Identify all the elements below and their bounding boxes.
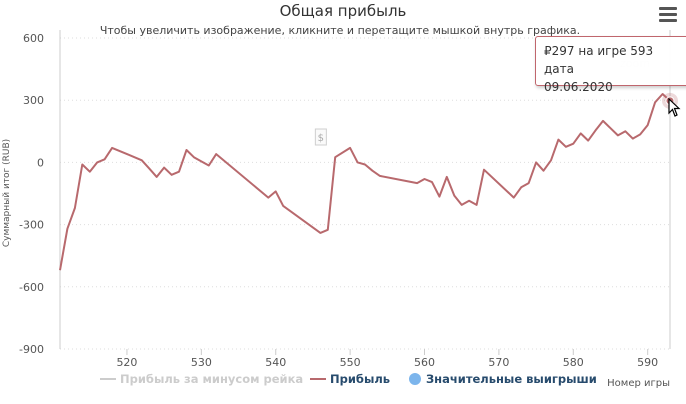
x-tick-label: 590 bbox=[637, 356, 658, 369]
legend-symbol bbox=[409, 373, 421, 385]
tooltip-line-1: ₽297 на игре 593 дата bbox=[544, 44, 654, 76]
legend-item[interactable]: Прибыль bbox=[310, 372, 390, 386]
legend-label: Значительные выигрыши bbox=[426, 372, 597, 386]
x-tick-label: 550 bbox=[340, 356, 361, 369]
menu-icon bbox=[659, 7, 677, 10]
x-tick-label: 530 bbox=[191, 356, 212, 369]
legend-label: Прибыль за минусом рейка bbox=[120, 372, 303, 386]
flag-marker[interactable] bbox=[314, 128, 327, 146]
x-axis-title: Номер игры bbox=[607, 378, 670, 389]
legend-label: Прибыль bbox=[330, 372, 390, 386]
mouse-cursor-icon bbox=[668, 98, 681, 117]
x-tick-label: 580 bbox=[563, 356, 584, 369]
chart-tooltip: ₽297 на игре 593 дата 09.06.2020 bbox=[535, 36, 686, 94]
chart-menu-button[interactable] bbox=[656, 4, 680, 26]
x-tick-label: 560 bbox=[414, 356, 435, 369]
x-tick-label: 570 bbox=[488, 356, 509, 369]
y-tick-label: -300 bbox=[19, 219, 44, 232]
x-tick-label: 540 bbox=[265, 356, 286, 369]
y-tick-label: -900 bbox=[19, 343, 44, 356]
chart-subtitle: Чтобы увеличить изображение, кликните и … bbox=[100, 24, 580, 37]
y-tick-label: 0 bbox=[37, 156, 44, 169]
legend-item[interactable]: Значительные выигрыши bbox=[409, 372, 597, 386]
flag-marker-label: $ bbox=[318, 133, 324, 144]
y-axis-title: Суммарный итог (RUB) bbox=[2, 139, 12, 247]
series-line-profit[interactable] bbox=[59, 93, 671, 271]
x-tick-label: 520 bbox=[116, 356, 137, 369]
tooltip-line-2: 09.06.2020 bbox=[544, 80, 613, 94]
chart-title: Общая прибыль bbox=[280, 2, 407, 20]
y-tick-label: 600 bbox=[23, 32, 44, 45]
y-tick-label: 300 bbox=[23, 94, 44, 107]
y-tick-label: -600 bbox=[19, 281, 44, 294]
legend-item[interactable]: Прибыль за минусом рейка bbox=[100, 372, 303, 386]
